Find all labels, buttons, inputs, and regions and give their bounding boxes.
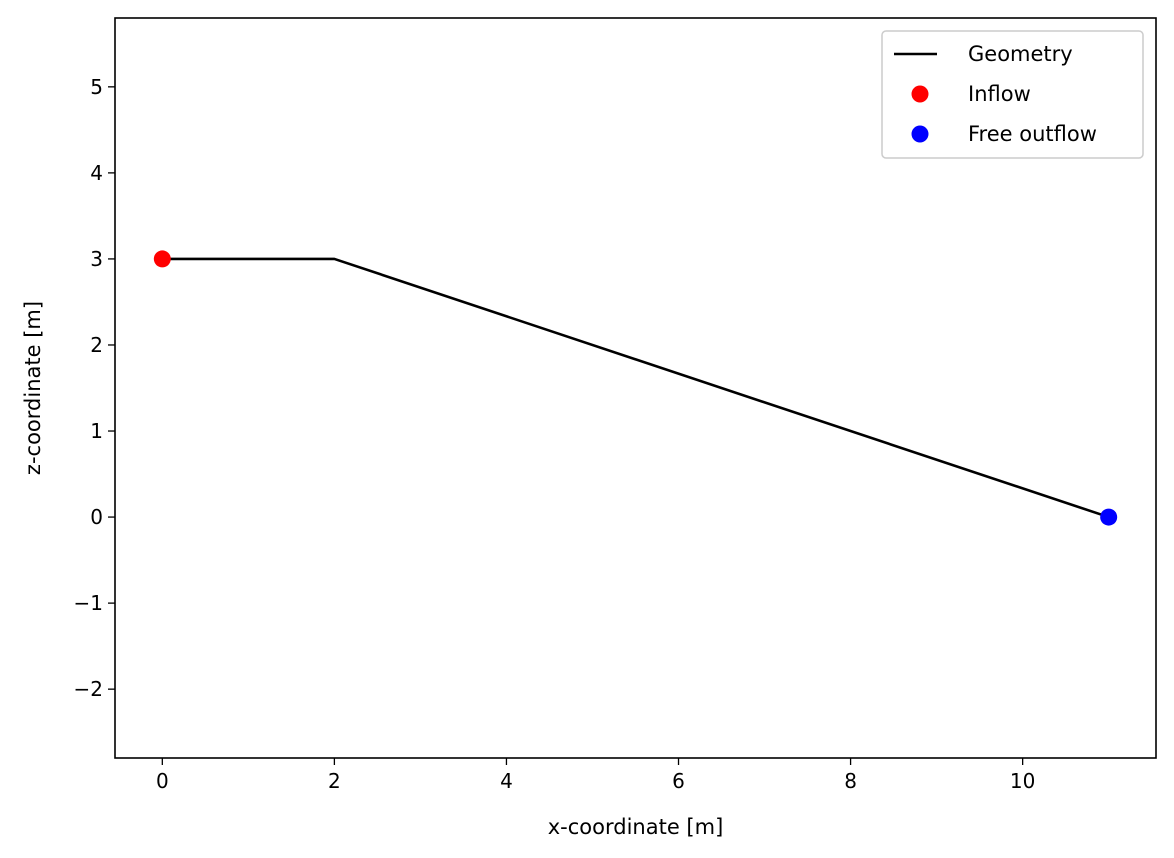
axis-ticks: 0 2 4 6 8 10 −2 −1 0 1 2 3 4 5 <box>74 75 1036 793</box>
y-tick-label: −1 <box>74 591 103 615</box>
x-tick-label: 6 <box>672 769 685 793</box>
legend-label-geometry: Geometry <box>968 42 1073 66</box>
series-marker-inflow <box>153 250 171 268</box>
x-tick-label: 8 <box>844 769 857 793</box>
y-tick-label: 4 <box>90 161 103 185</box>
y-tick-label: 1 <box>90 419 103 443</box>
x-axis-title: x-coordinate [m] <box>548 815 724 839</box>
x-tick-label: 4 <box>500 769 513 793</box>
y-axis-title: z-coordinate [m] <box>21 301 45 475</box>
axes-frame <box>114 17 1157 759</box>
x-tick-label: 2 <box>328 769 341 793</box>
x-tick-label: 10 <box>1010 769 1035 793</box>
y-tick-label: −2 <box>74 677 103 701</box>
series-marker-free-outflow <box>1100 508 1118 526</box>
legend-label-free-outflow: Free outflow <box>968 122 1097 146</box>
y-tick-label: 5 <box>90 75 103 99</box>
plot-area <box>153 250 1118 526</box>
series-line-geometry <box>162 257 1110 519</box>
legend-box <box>881 30 1144 159</box>
y-tick-label: 2 <box>90 333 103 357</box>
y-tick-label: 0 <box>90 505 103 529</box>
legend-swatch-free-outflow <box>911 125 929 143</box>
legend-label-inflow: Inflow <box>968 82 1031 106</box>
y-tick-label: 3 <box>90 247 103 271</box>
x-tick-label: 0 <box>156 769 169 793</box>
legend: Geometry Inflow Free outflow <box>881 30 1144 159</box>
legend-swatch-inflow <box>911 85 929 103</box>
